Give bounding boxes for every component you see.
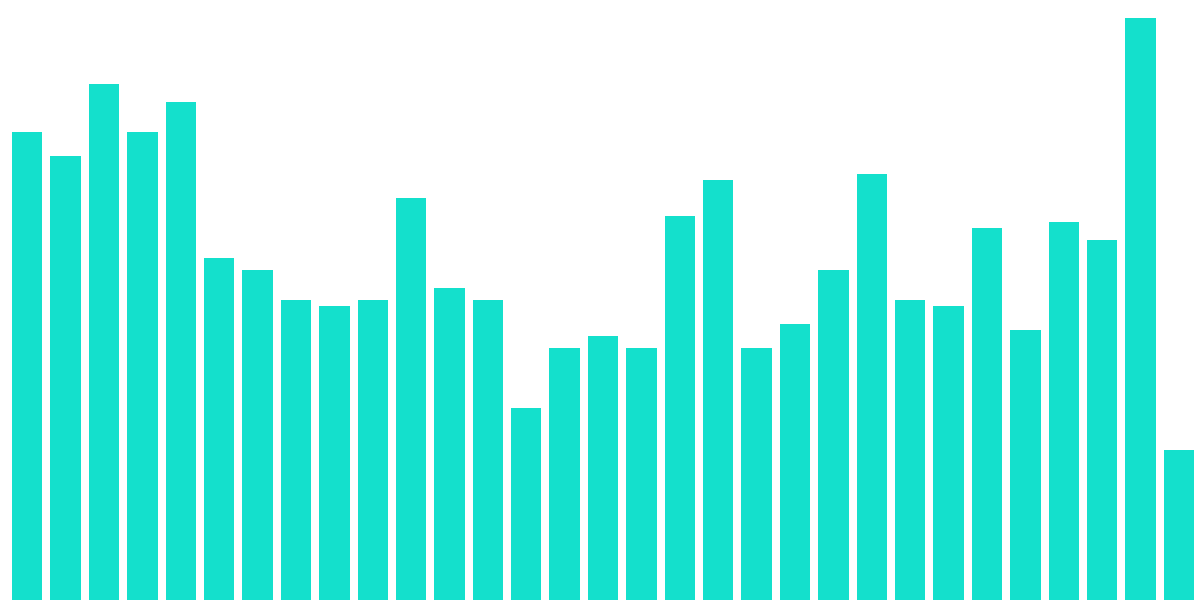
- bar-chart: [0, 0, 1200, 600]
- bar: [12, 132, 42, 600]
- bar: [166, 102, 196, 600]
- bar: [319, 306, 349, 600]
- bar: [1049, 222, 1079, 600]
- bar: [281, 300, 311, 600]
- bar: [588, 336, 618, 600]
- bar: [626, 348, 656, 600]
- bar: [358, 300, 388, 600]
- bar: [818, 270, 848, 600]
- bar: [473, 300, 503, 600]
- bar: [511, 408, 541, 600]
- bar: [434, 288, 464, 600]
- bar: [1125, 18, 1155, 600]
- bar: [972, 228, 1002, 600]
- bar: [895, 300, 925, 600]
- bar: [242, 270, 272, 600]
- bar: [396, 198, 426, 600]
- bar: [857, 174, 887, 600]
- bar: [127, 132, 157, 600]
- bar: [933, 306, 963, 600]
- bar: [50, 156, 80, 600]
- bar: [703, 180, 733, 600]
- bar: [1164, 450, 1194, 600]
- bar: [204, 258, 234, 600]
- bar: [89, 84, 119, 600]
- bar: [1010, 330, 1040, 600]
- bar: [780, 324, 810, 600]
- bar: [549, 348, 579, 600]
- bar: [1087, 240, 1117, 600]
- bar: [741, 348, 771, 600]
- bar: [665, 216, 695, 600]
